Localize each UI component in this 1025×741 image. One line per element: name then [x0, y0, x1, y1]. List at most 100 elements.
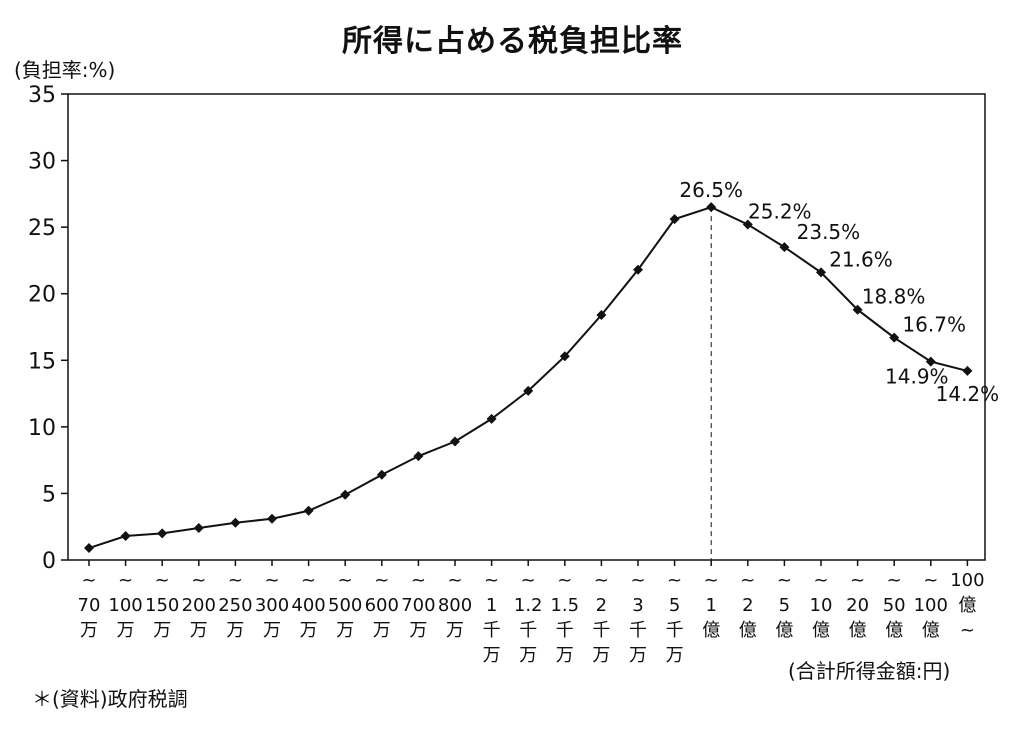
x-tick-label: 千 [629, 620, 647, 641]
x-tick-label: ~ [850, 570, 865, 591]
x-tick-label: 億 [812, 620, 830, 641]
data-point [450, 436, 460, 447]
data-point [157, 528, 168, 539]
data-point [84, 543, 94, 554]
x-tick-label: 万 [592, 645, 610, 666]
data-point [486, 413, 497, 424]
x-tick-label: 1 [705, 595, 716, 616]
x-tick-label: ~ [338, 570, 353, 591]
x-tick-label: ~ [447, 570, 462, 591]
x-tick-label: ~ [630, 570, 645, 591]
data-point [559, 351, 570, 362]
x-tick-label: 1.5 [550, 595, 579, 616]
data-label: 14.9% [885, 365, 949, 389]
x-tick-label: 千 [666, 620, 684, 641]
x-tick-label: 万 [409, 620, 427, 641]
x-tick-label: 100 [108, 595, 142, 616]
x-tick-label: 150 [145, 595, 179, 616]
x-tick-label: ~ [557, 570, 572, 591]
y-tick-label: 15 [28, 349, 56, 374]
data-point [193, 523, 204, 534]
x-tick-label: 千 [592, 620, 610, 641]
x-tick-label: ~ [704, 570, 719, 591]
x-tick-label: ~ [521, 570, 536, 591]
x-tick-label: 800 [438, 595, 472, 616]
x-tick-label: 万 [483, 645, 501, 666]
x-tick-label: 万 [629, 645, 647, 666]
data-point [925, 356, 936, 367]
y-tick-label: 30 [28, 150, 56, 175]
x-tick-label: ~ [960, 620, 975, 641]
data-label: 21.6% [829, 247, 893, 271]
x-tick-label: ~ [813, 570, 828, 591]
x-tick-label: 千 [519, 620, 537, 641]
x-tick-label: 1 [486, 595, 497, 616]
source-note: ＊(資料)政府税調 [32, 687, 188, 711]
x-tick-label: ~ [228, 570, 243, 591]
x-tick-label: 10 [810, 595, 833, 616]
x-tick-label: 400 [291, 595, 325, 616]
x-tick-label: 5 [669, 595, 680, 616]
data-point [633, 264, 643, 275]
y-tick-label: 0 [42, 549, 56, 574]
x-tick-label: ~ [301, 570, 316, 591]
x-tick-label: 1.2 [514, 595, 543, 616]
y-axis-unit-label: (負担率:%) [14, 58, 116, 82]
data-point [267, 513, 277, 524]
data-point [669, 214, 680, 225]
plot-frame [67, 93, 986, 561]
x-tick-label: 200 [182, 595, 216, 616]
x-tick-label: 億 [702, 620, 720, 641]
x-tick-label: 50 [883, 595, 906, 616]
data-point [230, 517, 241, 528]
data-point [376, 469, 387, 480]
x-tick-label: 300 [255, 595, 289, 616]
x-tick-label: 億 [922, 620, 940, 641]
data-label: 23.5% [797, 220, 861, 244]
x-tick-label: 万 [556, 645, 574, 666]
x-tick-label: 千 [556, 620, 574, 641]
data-point [852, 304, 863, 315]
x-tick-label: 20 [846, 595, 869, 616]
data-point [340, 489, 351, 500]
x-tick-label: ~ [191, 570, 206, 591]
data-point [120, 531, 131, 542]
x-tick-label: 600 [365, 595, 399, 616]
y-tick-label: 35 [28, 83, 56, 108]
data-label: 14.2% [936, 382, 1000, 406]
x-tick-label: ~ [81, 570, 96, 591]
data-point [523, 385, 534, 396]
x-tick-label: 万 [519, 645, 537, 666]
data-point [962, 365, 973, 376]
x-tick-label: ~ [118, 570, 133, 591]
y-tick-label: 25 [28, 216, 56, 241]
data-label: 18.8% [862, 285, 926, 309]
x-tick-label: ~ [594, 570, 609, 591]
x-tick-label: 万 [446, 620, 464, 641]
x-tick-label: ~ [887, 570, 902, 591]
x-tick-label: 5 [779, 595, 790, 616]
x-tick-label: 億 [775, 620, 793, 641]
data-point [816, 267, 826, 278]
data-point [889, 332, 900, 343]
data-label: 16.7% [902, 313, 966, 337]
data-point [706, 202, 717, 213]
y-tick-label: 10 [28, 416, 56, 441]
data-label: 25.2% [748, 199, 812, 223]
x-tick-label: ~ [411, 570, 426, 591]
x-tick-label: 万 [666, 645, 684, 666]
x-tick-label: 千 [483, 620, 501, 641]
x-tick-label: ~ [923, 570, 938, 591]
x-tick-label: 100 [950, 570, 984, 591]
data-label: 26.5% [679, 178, 743, 202]
x-tick-label: 3 [632, 595, 643, 616]
y-tick-label: 20 [28, 283, 56, 308]
x-tick-label: ~ [667, 570, 682, 591]
x-tick-label: 万 [336, 620, 354, 641]
x-tick-label: 万 [153, 620, 171, 641]
data-point [742, 219, 753, 230]
x-tick-label: ~ [155, 570, 170, 591]
x-axis-unit-label: (合計所得金額:円) [788, 659, 951, 683]
x-tick-label: 億 [739, 620, 757, 641]
